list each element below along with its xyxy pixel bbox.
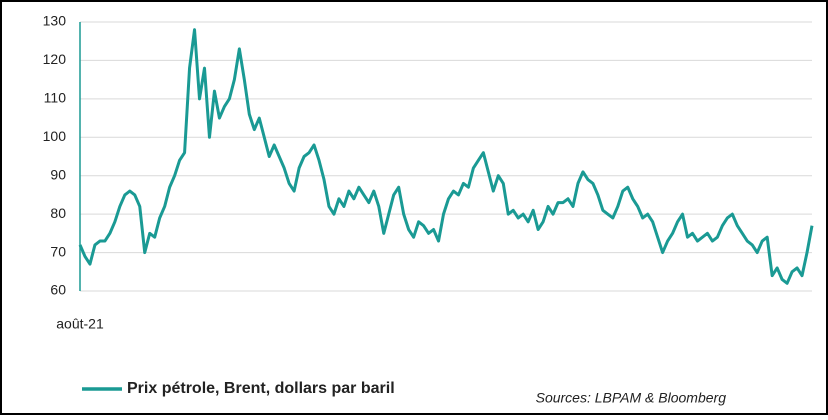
y-tick-label: 90: [50, 166, 66, 182]
y-tick-label: 100: [43, 128, 67, 144]
y-tick-label: 60: [50, 282, 66, 298]
y-tick-label: 130: [43, 13, 67, 29]
y-tick-label: 80: [50, 205, 66, 221]
x-tick-label: août-21: [56, 316, 104, 332]
data-line: [78, 28, 814, 285]
y-tick-label: 70: [50, 243, 66, 259]
y-tick-label: 120: [43, 51, 67, 67]
source-note: Sources: LBPAM & Bloomberg: [536, 390, 727, 406]
y-tick-label: 110: [44, 90, 67, 106]
legend-label: Prix pétrole, Brent, dollars par baril: [127, 380, 395, 397]
